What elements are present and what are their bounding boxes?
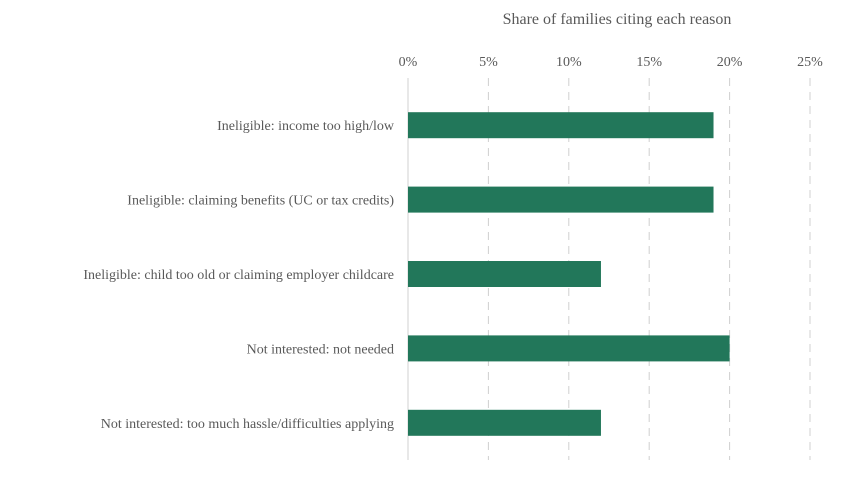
bar: [408, 186, 714, 213]
bar: [408, 335, 730, 362]
x-tick-label: 15%: [636, 55, 662, 70]
x-tick-label: 0%: [399, 55, 418, 70]
bar: [408, 112, 714, 139]
category-label: Not interested: too much hassle/difficul…: [101, 417, 394, 432]
category-label: Not interested: not needed: [247, 342, 394, 357]
bars: [408, 112, 730, 436]
x-axis-title: Share of families citing each reason: [503, 11, 732, 28]
x-tick-label: 20%: [717, 55, 743, 70]
category-labels: Ineligible: income too high/low Ineligibl…: [83, 119, 395, 432]
x-tick-label: 10%: [556, 55, 582, 70]
x-axis-ticks: 0% 5% 10% 15% 20% 25%: [399, 55, 824, 70]
category-label: Ineligible: child too old or claiming em…: [83, 268, 394, 283]
bar: [408, 409, 601, 436]
x-tick-label: 5%: [479, 55, 498, 70]
category-label: Ineligible: claiming benefits (UC or tax…: [127, 194, 394, 209]
category-label: Ineligible: income too high/low: [217, 119, 395, 134]
x-tick-label: 25%: [797, 55, 823, 70]
bar: [408, 261, 601, 287]
